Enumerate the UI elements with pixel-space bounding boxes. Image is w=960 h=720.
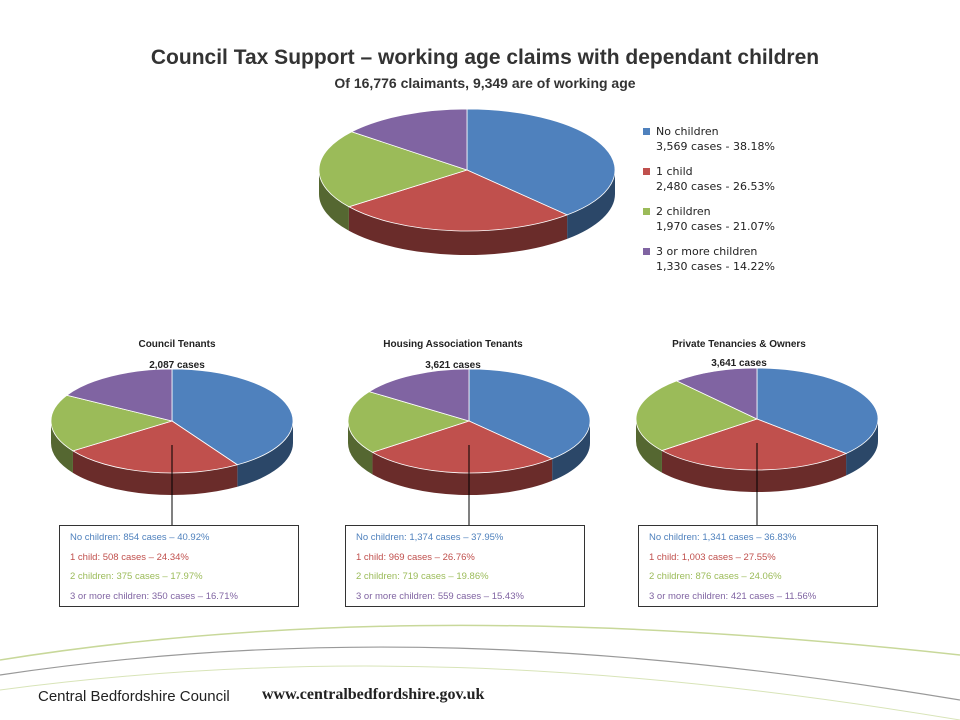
pie-slice-2-children [635, 380, 759, 451]
private-tenancies-data-box: No children: 1,341 cases – 36.83% 1 chil… [638, 525, 878, 607]
pie-slice-1-child [347, 169, 569, 232]
pie-slice-2-children [318, 131, 469, 208]
pie-side-no-children [846, 419, 878, 476]
legend-detail: 2,480 cases - 26.53% [656, 180, 775, 193]
pie-slice-3-or-more-children [675, 367, 758, 420]
private-tenancies-title: Private Tenancies & Owners [672, 339, 806, 350]
pie-side-2-children [348, 421, 373, 475]
data-label-3-or-more-children: 3 or more children: 421 cases – 11.56% [649, 590, 817, 602]
data-label-3-or-more-children: 3 or more children: 559 cases – 15.43% [356, 590, 524, 602]
pie-side-1-child [661, 450, 847, 493]
housing-association-count: 3,621 cases [425, 360, 481, 371]
footer-organisation: Central Bedfordshire Council [38, 688, 230, 705]
pie-slice-2-children [50, 394, 174, 452]
data-label-3-or-more-children: 3 or more children: 350 cases – 16.71% [70, 590, 238, 602]
pie-side-no-children [567, 170, 615, 239]
legend-swatch [643, 168, 650, 175]
legend-item-2-children: 2 children 1,970 cases - 21.07% [643, 204, 775, 244]
pie-slice-1-child [71, 420, 239, 474]
council-tenants-data-box: No children: 854 cases – 40.92% 1 child:… [59, 525, 299, 607]
footer-swoosh-lines [0, 624, 960, 720]
pie-chart-overall [318, 108, 616, 255]
pie-slice-2-children [347, 391, 471, 453]
pie-slice-1-child [660, 418, 848, 471]
pie-slice-3-or-more-children [350, 108, 468, 171]
legend-label: 3 or more children [656, 245, 758, 258]
private-tenancies-count: 3,641 cases [711, 358, 767, 369]
pie-slice-3-or-more-children [368, 368, 470, 422]
pie-slice-no-children [756, 367, 879, 454]
council-tenants-title: Council Tenants [138, 339, 216, 350]
pie-side-no-children [552, 421, 590, 481]
data-label-2-children: 2 children: 719 cases – 19.86% [356, 571, 489, 582]
data-label-no-children: No children: 854 cases – 40.92% [70, 532, 210, 543]
main-legend: No children 3,569 cases - 38.18% 1 child… [643, 124, 775, 284]
legend-detail: 1,970 cases - 21.07% [656, 220, 775, 233]
legend-label: 2 children [656, 205, 711, 218]
pie-side-2-children [635, 419, 662, 473]
legend-item-3-or-more-children: 3 or more children 1,330 cases - 14.22% [643, 244, 775, 284]
housing-association-data-box: No children: 1,374 cases – 37.95% 1 chil… [345, 525, 585, 607]
pie-side-no-children [237, 421, 293, 487]
chart-subtitle: Of 16,776 claimants, 9,349 are of workin… [334, 75, 636, 91]
pie-slice-1-child [371, 420, 554, 474]
pie-side-2-children [51, 421, 73, 473]
pie-side-2-children [319, 170, 349, 231]
data-label-2-children: 2 children: 375 cases – 17.97% [70, 571, 203, 582]
legend-swatch [643, 208, 650, 215]
footer-website-link[interactable]: www.centralbedfordshire.gov.uk [262, 686, 485, 703]
pie-side-1-child [372, 452, 553, 495]
data-label-no-children: No children: 1,374 cases – 37.95% [356, 532, 504, 543]
data-label-2-children: 2 children: 876 cases – 24.06% [649, 571, 782, 582]
pie-chart-housing-association-tenants [347, 368, 591, 495]
legend-item-1-child: 1 child 2,480 cases - 26.53% [643, 164, 775, 204]
housing-association-title: Housing Association Tenants [383, 339, 523, 350]
pie-side-1-child [72, 450, 238, 495]
data-label-1-child: 1 child: 969 cases – 26.76% [356, 551, 475, 563]
pie-side-1-child [348, 206, 568, 255]
chart-title: Council Tax Support – working age claims… [150, 46, 820, 69]
pie-slice-3-or-more-children [65, 368, 173, 422]
pie-slice-no-children [468, 368, 591, 460]
data-label-1-child: 1 child: 1,003 cases – 27.55% [649, 551, 776, 563]
legend-swatch [643, 128, 650, 135]
data-label-no-children: No children: 1,341 cases – 36.83% [649, 532, 797, 543]
data-label-1-child: 1 child: 508 cases – 24.34% [70, 551, 189, 563]
pie-chart-private-tenancies-owners [635, 367, 879, 493]
legend-swatch [643, 248, 650, 255]
council-tenants-count: 2,087 cases [149, 360, 205, 371]
legend-label: No children [656, 125, 719, 138]
pie-slice-no-children [466, 108, 616, 216]
legend-label: 1 child [656, 165, 693, 178]
legend-detail: 1,330 cases - 14.22% [656, 260, 775, 273]
legend-detail: 3,569 cases - 38.18% [656, 140, 775, 153]
legend-item-no-children: No children 3,569 cases - 38.18% [643, 124, 775, 164]
pie-chart-council-tenants [50, 368, 294, 495]
